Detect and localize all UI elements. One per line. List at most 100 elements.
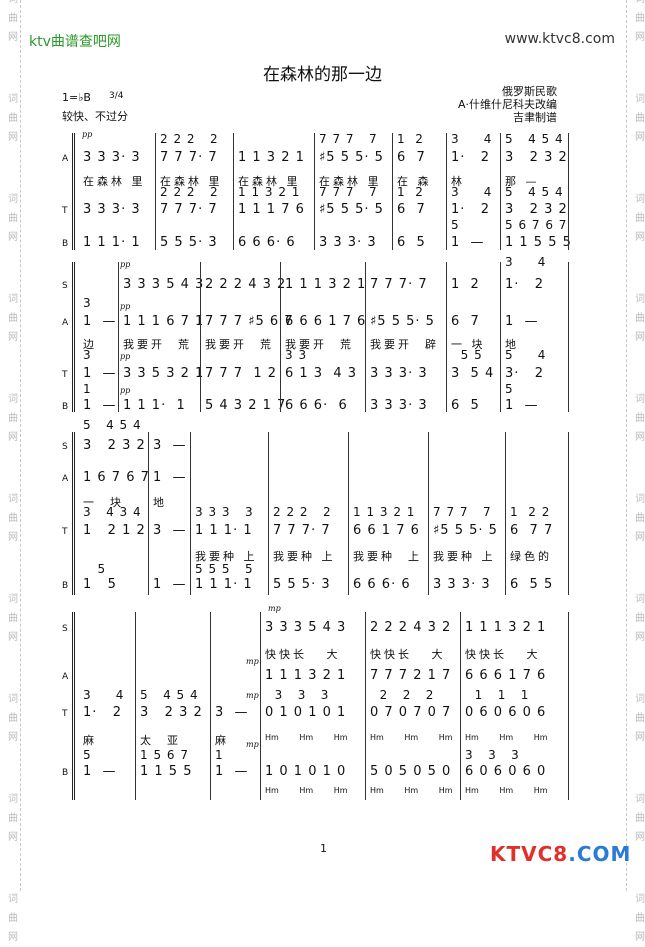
lyric-text: 快快长 大 — [465, 648, 541, 661]
voice-label-a: A — [62, 672, 69, 682]
barline — [260, 612, 261, 800]
watermark-text: 词曲网 — [8, 794, 18, 843]
measure-notes: 5 — [505, 382, 514, 396]
measure-notes: 7 7 7· 7 — [273, 523, 331, 538]
measure-notes: 1 — — [215, 764, 249, 779]
measure-notes: 7 7 7· 7 — [160, 150, 218, 165]
lyric-text: 我要种 上 — [433, 550, 496, 563]
measure-notes: 3 3 3· 3 — [319, 235, 377, 250]
engraver: 吉聿制谱 — [513, 111, 557, 124]
ktvc8-logo[interactable]: KTVC8.COM — [490, 842, 632, 866]
watermark-text: 词曲网 — [635, 494, 645, 543]
measure-notes: 0 7 0 7 0 7 — [370, 705, 452, 720]
lyric-text: 快快长 大 — [370, 648, 446, 661]
barline — [568, 262, 569, 412]
measure-notes: 5 0 5 0 5 0 — [370, 764, 452, 779]
lyric-text: Hm Hm Hm — [370, 733, 453, 742]
measure-notes: 1 — — [83, 366, 117, 381]
measure-notes: 2 2 2 — [370, 688, 435, 702]
voice-label-t: T — [62, 709, 68, 719]
lyric-text: 绿色的 — [510, 550, 552, 563]
measure-notes: 3 2 3 2 — [505, 150, 568, 165]
system-bracket — [72, 612, 78, 800]
tempo-marking: 较快、不过分 — [62, 110, 128, 123]
measure-notes: 1 — — [83, 398, 117, 413]
measure-notes: 3 3 — [285, 348, 308, 362]
system-bracket — [72, 262, 78, 412]
measure-notes: 1 — — [153, 470, 187, 485]
lyric-text: 在 森 — [397, 175, 432, 188]
measure-notes: 1 1 1 3 2 1 — [465, 620, 547, 635]
lyric-text: 我要开 荒 — [205, 338, 274, 351]
measure-notes: ♯5 5 5· 5 — [319, 202, 384, 217]
measure-notes: 6 6 6 1 7 6 — [285, 314, 367, 329]
measure-notes: 1 1 1· 1 — [195, 577, 253, 592]
measure-notes: 1 1 1· 1 — [123, 398, 186, 413]
measure-notes: 3 4 — [505, 255, 547, 269]
measure-notes: 3 3 3· 3 — [370, 366, 428, 381]
dynamic-marking: mp — [246, 740, 259, 749]
measure-notes: 6 7 — [397, 202, 426, 217]
measure-notes: 5 5 5· 3 — [273, 577, 331, 592]
measure-notes: 3 2 3 2 — [505, 202, 568, 217]
measure-notes: 3 4 — [451, 132, 493, 146]
barline — [500, 262, 501, 412]
measure-notes: 0 6 0 6 0 6 — [465, 705, 547, 720]
measure-notes: 5 5 5 5 — [195, 562, 254, 576]
measure-notes: 1 2 1 2 — [83, 523, 146, 538]
barline — [568, 432, 569, 595]
measure-notes: 5 4 3 2 1 7 — [205, 398, 287, 413]
barline — [500, 133, 501, 250]
measure-notes: 6 1 3 4 3 — [285, 366, 358, 381]
measure-notes: 6 0 6 0 6 0 — [465, 764, 547, 779]
barline — [268, 432, 269, 595]
lyric-text: 那 — — [505, 175, 540, 188]
measure-notes: 3 3 3 5 4 3 — [123, 277, 205, 292]
measure-notes: 5 4 5 4 — [83, 418, 142, 432]
measure-notes: ♯5 5 5· 5 — [370, 314, 435, 329]
lyric-text: Hm Hm Hm — [465, 786, 548, 795]
measure-notes: 5 — [83, 562, 107, 576]
voice-label-t: T — [62, 527, 68, 537]
voice-label-b: B — [62, 402, 69, 412]
lyric-text: Hm Hm Hm — [265, 733, 348, 742]
measure-notes: 3 3 3 — [465, 748, 520, 762]
measure-notes: 3 3 3· 3 — [83, 202, 141, 217]
watermark-text: 词曲网 — [635, 194, 645, 243]
measure-notes: 1 2 — [451, 277, 480, 292]
measure-notes: ♯5 5 5· 5 — [433, 523, 498, 538]
dynamic-marking: mp — [246, 657, 259, 666]
measure-notes: 1 6 7 6 7 — [83, 470, 150, 485]
measure-notes: 1 — — [505, 398, 539, 413]
measure-notes: 1· 2 — [451, 150, 491, 165]
watermark-text: 词曲网 — [8, 594, 18, 643]
measure-notes: 6 7 7 — [510, 523, 554, 538]
barline — [135, 612, 136, 800]
voice-label-s: S — [62, 442, 68, 452]
watermark-text: 词曲网 — [635, 794, 645, 843]
measure-notes: 7 7 7· 7 — [370, 277, 428, 292]
measure-notes: 5 — [83, 748, 92, 762]
barline — [200, 262, 201, 412]
site-url[interactable]: www.ktvc8.com — [504, 31, 615, 47]
voice-label-a: A — [62, 154, 69, 164]
barline — [280, 262, 281, 412]
song-origin: 俄罗斯民歌 — [502, 85, 557, 98]
measure-notes: 5 4 5 4 — [505, 132, 564, 146]
watermark-text: 词曲网 — [635, 594, 645, 643]
watermark-text: 词曲网 — [635, 394, 645, 443]
site-name[interactable]: ktv曲谱查吧网 — [29, 34, 121, 50]
measure-notes: 1 1 5 5 — [140, 764, 193, 779]
barline — [118, 262, 119, 412]
measure-notes: 1 2 2 — [510, 505, 551, 519]
measure-notes: 2 2 2 2 — [273, 505, 332, 519]
lyric-text: 我要种 上 — [273, 550, 336, 563]
measure-notes: 1 1 1 3 2 1 — [285, 277, 367, 292]
measure-notes: 1· 2 — [505, 277, 545, 292]
measure-notes: 0 1 0 1 0 1 — [265, 705, 347, 720]
measure-notes: 1 1 3 2 1 — [353, 505, 416, 519]
dynamic-marking: pp — [120, 260, 131, 269]
measure-notes: 5 5 5· 3 — [160, 235, 218, 250]
measure-notes: 1 — [215, 748, 224, 762]
voice-label-a: A — [62, 318, 69, 328]
